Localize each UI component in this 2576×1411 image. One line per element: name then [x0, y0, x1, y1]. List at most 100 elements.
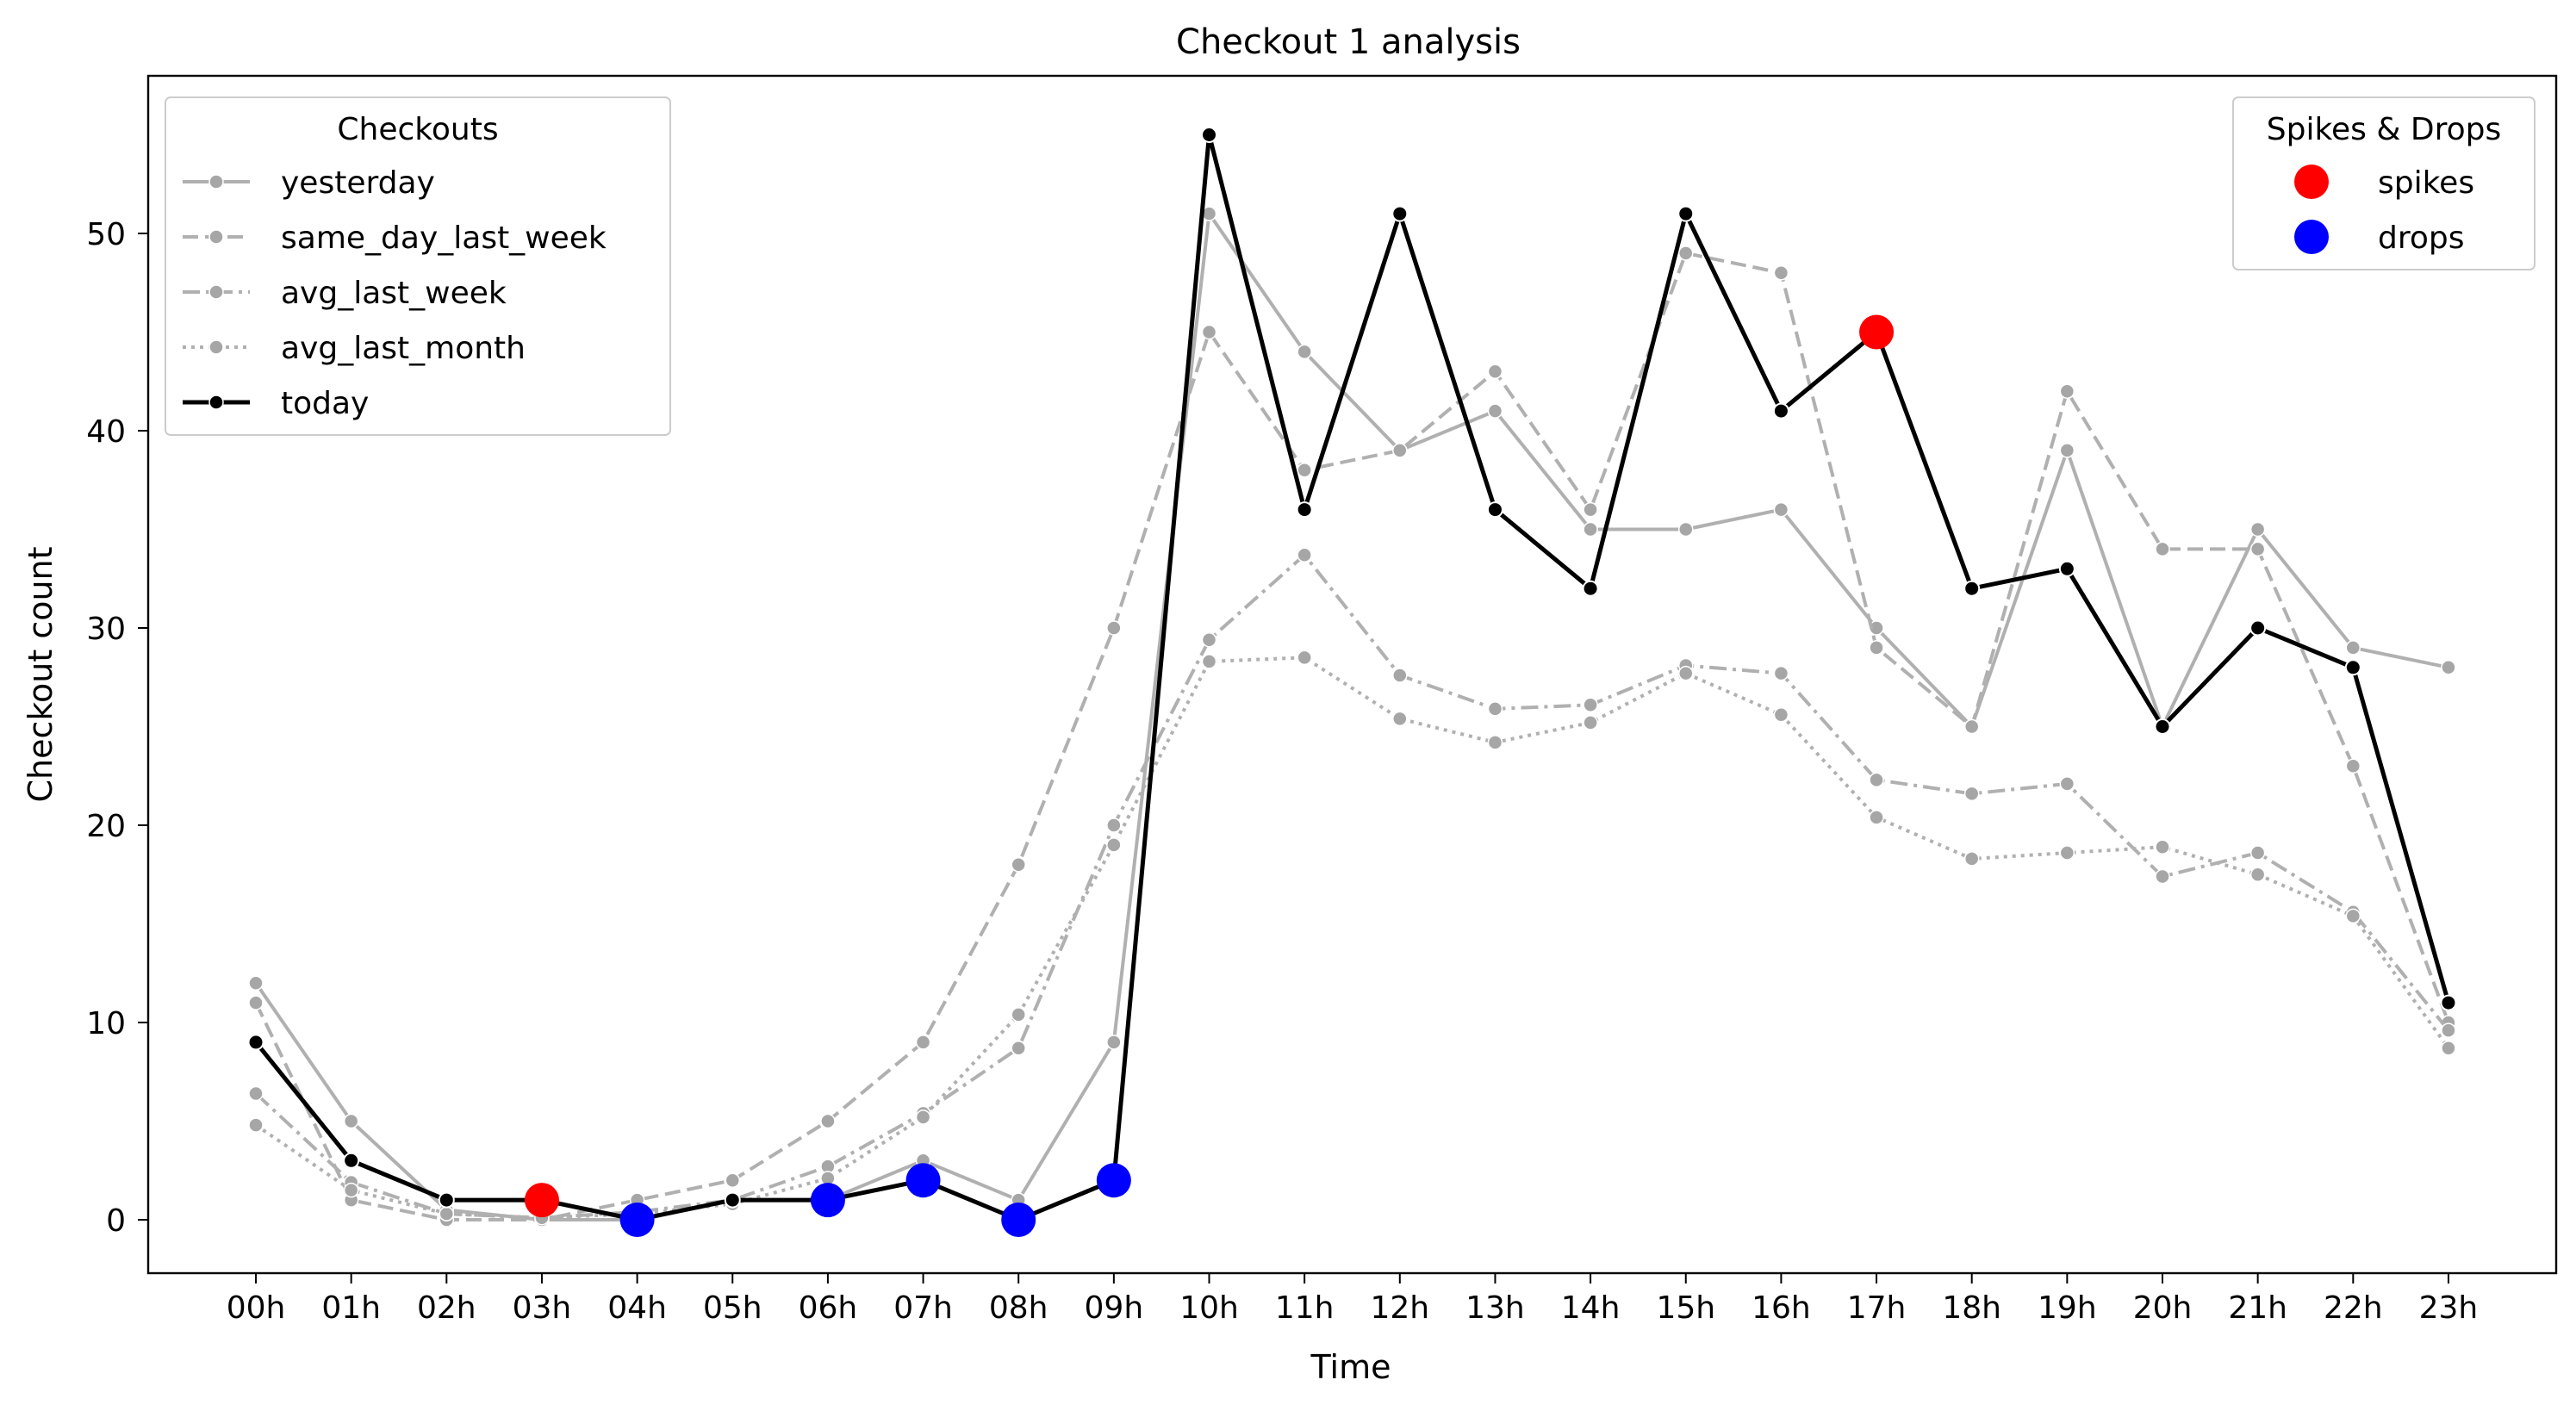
data-point-avg-last-week [2441, 1023, 2456, 1038]
markers-legend-title: Spikes & Drops [2267, 112, 2502, 147]
marker-layer [524, 314, 1895, 1237]
data-point-today [724, 1191, 741, 1209]
data-point-same-day-last-week [915, 1035, 931, 1050]
data-point-same-day-last-week [1963, 718, 1980, 735]
data-point-avg-last-month [2345, 908, 2361, 924]
legend-swatch-marker [208, 339, 224, 355]
data-point-same-day-last-week [1201, 324, 1217, 340]
data-point-today [2344, 659, 2361, 676]
data-point-yesterday [343, 1113, 359, 1129]
y-tick-label: 10 [86, 1006, 126, 1041]
markers-legend-label: drops [2378, 221, 2465, 256]
data-point-same-day-last-week [1869, 640, 1884, 656]
x-tick-label: 11h [1275, 1290, 1335, 1326]
data-point-today [1963, 580, 1981, 597]
data-point-same-day-last-week [1678, 246, 1694, 261]
spikes-marker [524, 1183, 559, 1218]
legend-swatch-marker [208, 229, 224, 245]
series-line-avg-last-month [254, 656, 2450, 1220]
data-point-avg-last-week [1583, 697, 1598, 713]
data-point-today [2440, 994, 2457, 1011]
data-point-avg-last-week [1869, 772, 1884, 788]
data-point-avg-last-month [1011, 1007, 1026, 1023]
plot-frame [146, 74, 2558, 1275]
x-axis: 00h 01h 02h 03h 04h 05h 06h 07h 08h 09h 10h 11h 12h 1… [227, 1273, 2478, 1326]
data-point-avg-last-month [1487, 735, 1503, 750]
data-point-avg-last-month [1869, 810, 1884, 825]
data-point-same-day-last-week [1106, 620, 1122, 636]
data-point-today [343, 1152, 360, 1169]
data-point-today [1391, 205, 1409, 222]
x-tick-label: 19h [2038, 1290, 2097, 1326]
legend-label: today [281, 386, 369, 421]
data-point-avg-last-month [2059, 845, 2075, 861]
checkouts-legend: Checkouts yesterday same_day_last_week avg_… [165, 96, 671, 436]
data-point-avg-last-month [2155, 839, 2170, 855]
data-point-yesterday [1106, 1035, 1122, 1050]
data-point-today [438, 1191, 455, 1209]
x-tick-label: 00h [227, 1290, 286, 1326]
data-point-same-day-last-week [2155, 541, 2170, 557]
y-tick-label: 50 [86, 217, 126, 252]
data-point-same-day-last-week [2059, 383, 2075, 399]
data-point-avg-last-month [439, 1206, 455, 1221]
data-point-today [1486, 501, 1503, 519]
x-tick-label: 17h [1847, 1290, 1907, 1326]
data-point-today [1582, 580, 1599, 597]
data-point-same-day-last-week [2345, 758, 2361, 774]
data-point-yesterday [2059, 443, 2075, 458]
drops-marker [810, 1183, 845, 1218]
data-point-same-day-last-week [1011, 857, 1026, 873]
data-point-avg-last-week [1392, 668, 1408, 683]
y-axis-label: Checkout count [22, 546, 59, 802]
data-point-avg-last-month [248, 1117, 264, 1133]
x-tick-label: 01h [321, 1290, 381, 1326]
data-point-today [1201, 127, 1217, 143]
legend-label: yesterday [281, 165, 435, 201]
markers-legend-label: spikes [2378, 165, 2474, 201]
x-tick-label: 16h [1752, 1290, 1811, 1326]
data-point-avg-last-month [1106, 837, 1122, 853]
data-point-avg-last-week [2059, 776, 2075, 792]
legend-swatch-marker [208, 174, 224, 190]
x-tick-label: 10h [1179, 1290, 1239, 1326]
data-point-today [1677, 205, 1695, 222]
data-point-same-day-last-week [2249, 541, 2266, 557]
data-point-today [2058, 560, 2075, 577]
data-point-avg-last-month [1773, 707, 1789, 723]
legend-label: avg_last_month [281, 331, 526, 366]
data-point-same-day-last-week [1583, 501, 1598, 518]
data-point-today [247, 1034, 264, 1051]
data-point-avg-last-week [1011, 1041, 1026, 1056]
x-tick-label: 03h [513, 1290, 572, 1326]
markers-legend-swatch [2294, 165, 2329, 199]
data-point-avg-last-month [2249, 867, 2266, 882]
data-point-same-day-last-week [725, 1172, 740, 1188]
data-point-avg-last-month [1963, 851, 1980, 867]
x-tick-label: 21h [2228, 1290, 2287, 1326]
data-point-yesterday [2249, 521, 2266, 538]
data-point-avg-last-month [1297, 650, 1312, 666]
data-point-today [1772, 402, 1789, 420]
data-point-avg-last-month [1392, 711, 1408, 727]
data-point-yesterday [1773, 501, 1789, 518]
data-point-avg-last-week [2155, 868, 2170, 885]
data-point-avg-last-week [1963, 786, 1980, 802]
data-point-yesterday [248, 975, 264, 991]
data-point-avg-last-month [915, 1110, 931, 1125]
data-point-yesterday [1583, 521, 1598, 538]
data-point-avg-last-month [2441, 1041, 2456, 1056]
data-point-yesterday [1297, 344, 1312, 360]
data-point-avg-last-month [1201, 654, 1217, 669]
x-tick-label: 06h [799, 1290, 858, 1326]
x-tick-label: 02h [417, 1290, 476, 1326]
legend-label: avg_last_week [281, 276, 507, 311]
legend-label: same_day_last_week [281, 221, 607, 256]
data-point-same-day-last-week [1297, 463, 1312, 478]
x-tick-label: 14h [1561, 1290, 1621, 1326]
spikes-drops-legend: Spikes & Drops spikes drops [2232, 96, 2536, 270]
x-tick-label: 18h [1942, 1290, 2001, 1326]
data-point-yesterday [1678, 521, 1694, 538]
x-tick-label: 15h [1656, 1290, 1715, 1326]
legend-swatch-marker [208, 395, 224, 410]
